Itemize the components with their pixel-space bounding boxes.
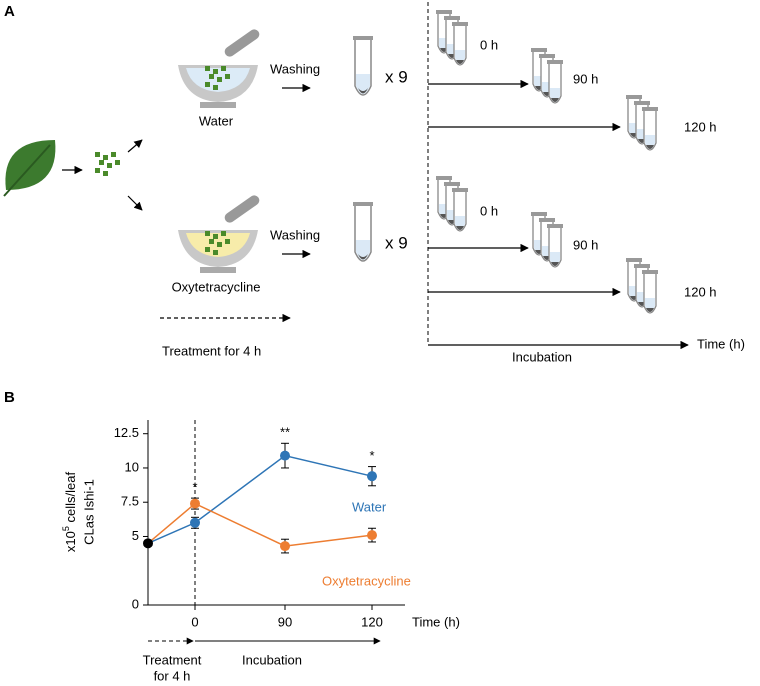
tubes-icon [626,258,658,313]
tubes-icon [531,212,563,267]
phase-label: for 4 h [154,668,191,683]
data-point [367,530,377,541]
significance-label: * [192,480,197,495]
y-tick-label: 0 [132,596,139,611]
repeat-label: x 9 [385,233,408,252]
series-line [147,454,373,545]
x-tick-label: 90 [278,614,292,629]
y-tick-label: 7.5 [121,494,139,509]
repeat-label: x 9 [385,67,408,86]
data-point [367,471,377,482]
time-label: 120 h [684,284,717,299]
arrow [127,139,143,153]
y-label-base: x10 [63,531,78,552]
time-label: 0 h [480,203,498,218]
tube-icon [352,35,374,96]
series-label: Oxytetracycline [322,573,411,588]
leaf-icon [3,140,56,197]
mortar-icon [178,29,260,108]
y-axis-label: CLas Ishi-1 [81,479,96,545]
y-tick-label: 5 [132,528,139,543]
data-point [280,450,290,461]
fragments-icon [95,152,120,176]
y-label-unit: cells/leaf [63,472,78,527]
step-label: Washing [270,61,320,76]
time-label: 90 h [573,71,598,86]
significance-label: * [369,448,374,463]
data-point [280,541,290,552]
step-label: Washing [270,227,320,242]
solution-label: Oxytetracycline [172,279,261,294]
x-axis-label: Time (h) [412,614,460,629]
arrow [127,195,143,211]
phase-label: Incubation [512,349,572,364]
y-tick-label: 12.5 [114,425,139,440]
panel-label: B [4,389,15,406]
time-label: 90 h [573,237,598,252]
x-tick-label: 0 [191,614,198,629]
start-point [143,538,153,549]
tube-icon [352,201,374,262]
y-axis-label: x105 cells/leaf [61,472,78,553]
mortar-icon [178,195,260,273]
time-label: 120 h [684,119,717,134]
y-label-exponent: 5 [61,526,71,531]
time-label: 0 h [480,37,498,52]
data-point [190,517,200,528]
panel-b: B x105 cells/leaf CLas Ishi-1 Time (h) [4,389,460,629]
tubes-icon [626,95,658,150]
axis-label: Time (h) [697,336,745,351]
x-tick-label: 120 [361,614,383,629]
phase-label: Treatment for 4 h [162,343,261,358]
series-line [147,502,373,547]
phase-label: Incubation [242,652,302,667]
data-point [190,498,200,509]
phase-label: Treatment [143,652,202,667]
panel-label: A [4,3,15,20]
tubes-icon [436,10,468,65]
solution-label: Water [199,113,234,128]
y-tick-label: 10 [125,459,139,474]
tubes-icon [436,176,468,231]
series-label: Water [352,499,387,514]
tubes-icon [531,48,563,103]
panel-a: A Water Oxytetracycline Washing Washing … [3,2,745,364]
significance-label: ** [280,425,290,440]
